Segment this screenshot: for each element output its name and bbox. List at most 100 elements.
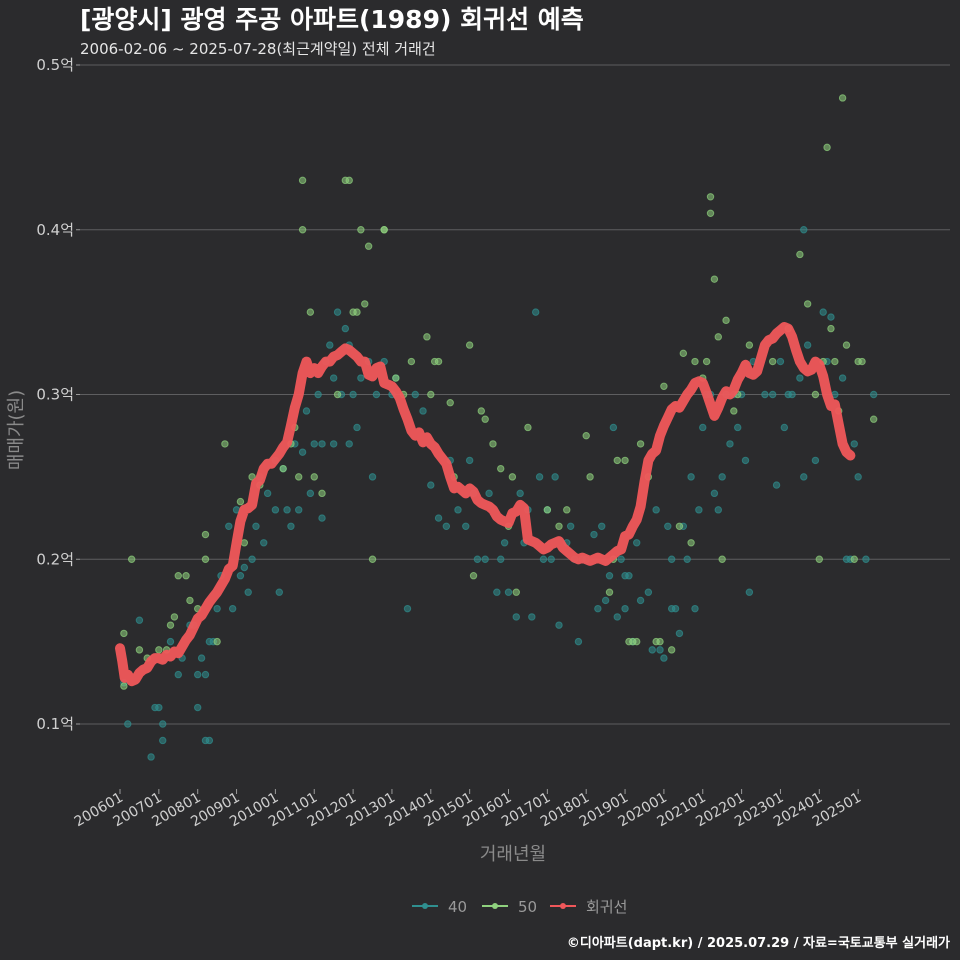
data-point-series-40 [263,489,272,498]
data-point-series-40 [788,390,796,399]
data-point-series-40 [633,539,641,547]
data-point-series-40 [687,473,695,481]
data-point-series-40 [636,596,645,605]
data-point-series-40 [617,555,625,563]
data-point-series-40 [329,374,338,382]
data-point-series-40 [434,514,443,522]
data-point-series-40 [403,604,412,613]
data-point-series-40 [481,555,489,563]
chart-title: [광양시] 광영 주공 아파트(1989) 회귀선 예측 [80,5,584,34]
data-point-series-50 [691,357,699,366]
data-point-series-40 [613,613,621,621]
data-point-series-40 [734,423,742,432]
data-point-series-40 [718,473,726,481]
data-point-series-50 [768,357,777,366]
data-point-series-40 [768,390,777,399]
x-axis-ticks: 2006012007012008012009012010012011012012… [72,789,864,830]
data-point-series-50 [201,530,210,539]
data-point-series-50 [714,333,722,341]
data-point-series-40 [710,489,719,498]
data-point-series-50 [380,226,388,234]
data-point-series-40 [228,604,237,613]
data-point-series-50 [368,555,377,563]
legend-label: 회귀선 [586,898,627,916]
data-point-series-40 [201,670,210,679]
data-point-series-40 [287,522,295,530]
data-point-series-50 [310,473,318,481]
data-point-series-50 [831,357,839,366]
gridlines [80,64,950,725]
data-point-series-50 [295,473,303,481]
data-point-series-40 [660,654,668,662]
data-point-series-40 [780,423,789,432]
data-point-series-50 [120,682,128,690]
data-point-series-40 [473,555,482,563]
data-point-series-40 [574,637,583,646]
data-point-series-50 [481,415,489,423]
data-point-series-40 [683,555,691,563]
data-point-series-40 [462,522,470,530]
legend-swatch-dot [422,903,428,909]
data-point-series-50 [357,226,365,234]
legend-label: 40 [448,898,467,916]
data-point-series-40 [306,489,315,498]
data-point-series-50 [582,431,590,440]
data-point-series-50 [803,300,812,308]
data-point-series-40 [772,481,781,489]
data-point-series-40 [862,555,870,563]
data-point-series-40 [531,308,540,316]
data-point-series-40 [528,613,536,621]
data-point-series-50 [201,555,210,563]
data-point-series-50 [213,637,221,646]
data-point-series-50 [186,596,194,605]
data-point-series-40 [260,539,268,547]
data-point-series-50 [706,209,715,217]
data-point-series-50 [679,349,688,358]
data-point-series-40 [298,448,307,456]
data-point-series-40 [174,670,182,679]
data-point-series-40 [485,489,493,498]
data-point-series-40 [454,506,462,514]
data-point-series-40 [598,522,606,530]
data-point-series-50 [512,588,520,596]
data-point-series-50 [675,522,684,530]
data-point-series-50 [827,324,835,333]
data-point-series-40 [621,604,629,613]
data-point-series-40 [551,473,559,481]
data-point-series-40 [194,703,202,712]
data-point-series-40 [745,588,754,596]
data-point-series-40 [539,555,548,563]
data-point-series-50 [434,357,443,366]
data-point-series-50 [127,555,136,563]
data-point-series-40 [155,703,163,712]
data-point-series-40 [609,423,618,432]
data-point-series-50 [815,555,823,563]
data-point-series-40 [652,506,660,514]
data-point-series-40 [691,604,699,613]
data-point-series-40 [159,736,167,745]
data-point-series-50 [508,473,517,481]
data-point-series-40 [497,555,505,563]
chart-subtitle: 2006-02-06 ~ 2025-07-28(최근계약일) 전체 거래건 [80,40,436,58]
data-point-series-40 [295,506,303,514]
legend: 40 50 회귀선 [412,898,627,916]
legend-swatch-dot [560,903,566,909]
data-point-series-50 [656,637,664,646]
data-point-series-40 [411,390,419,399]
data-point-series-50 [364,242,373,250]
data-point-series-50 [722,316,730,325]
data-point-series-40 [159,720,167,728]
data-point-series-40 [761,390,769,399]
data-point-series-40 [566,522,575,530]
data-point-series-50 [796,250,804,259]
y-tick-label: 0.1억 [36,715,74,733]
data-point-series-40 [326,341,334,349]
data-point-series-50 [170,613,179,621]
data-point-series-50 [524,423,532,432]
data-point-series-50 [135,646,144,654]
data-point-series-40 [601,596,610,605]
data-point-series-40 [648,646,656,654]
data-point-series-50 [465,341,474,349]
data-point-series-40 [213,604,221,613]
